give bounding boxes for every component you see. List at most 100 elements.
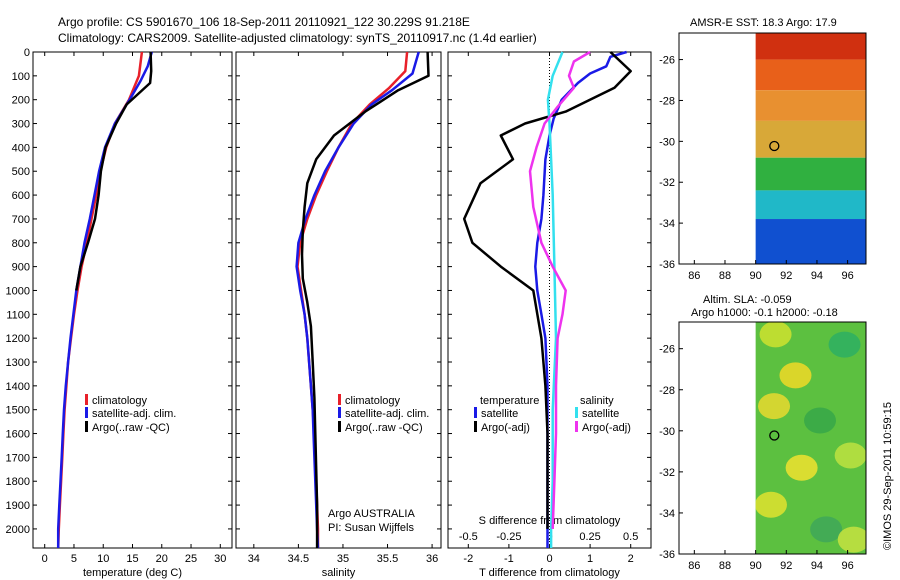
map-frame [678, 32, 867, 265]
y-tick-label: 300 [12, 119, 30, 131]
figure-title-line2: Climatology: CARS2009. Satellite-adjuste… [58, 31, 537, 45]
x-tick-label: 20 [156, 553, 168, 565]
x-tick-label: 35.5 [377, 553, 398, 565]
pi-name-label: PI: Susan Wijffels [328, 522, 414, 534]
sla-blob [810, 516, 843, 543]
sla-blob [785, 454, 818, 481]
y-tick-label: 400 [12, 142, 30, 154]
legend-label-climatology: climatology [345, 395, 401, 407]
figure-title-line1: Argo profile: CS 5901670_106 18-Sep-2011… [58, 15, 470, 29]
legend-swatch-t-satellite [474, 407, 477, 418]
x-tick-label: 34.5 [288, 553, 309, 565]
y-tick-label: 200 [12, 95, 30, 107]
legend-label-argo: Argo(..raw -QC) [92, 422, 170, 434]
legend-label-s-argo: Argo(-adj) [582, 422, 631, 434]
map-lat-label: -28 [659, 95, 675, 107]
map-lat-label: -26 [659, 55, 675, 67]
legend-swatch-argo [338, 421, 341, 432]
sst-map-title: AMSR-E SST: 18.3 Argo: 17.9 [690, 17, 837, 29]
sla-map-title-line1: Altim. SLA: -0.059 [703, 294, 792, 306]
y-tick-label: 2000 [6, 524, 30, 536]
map-lon-label: 94 [811, 560, 823, 572]
plot-frame [32, 51, 233, 549]
sla-blobs [755, 322, 866, 553]
y-tick-label: 500 [12, 166, 30, 178]
map-lon-label: 90 [750, 560, 762, 572]
legend-label-satellite: satellite-adj. clim. [92, 408, 176, 420]
x-tick-label: -2 [463, 553, 473, 565]
x-axis-label: T difference from climatology [479, 567, 620, 579]
x-axis-label: salinity [322, 567, 356, 579]
series-line-t-argo [462, 51, 632, 529]
legend-swatch-t-argo [474, 421, 477, 432]
x2-tick-label: -0.25 [496, 531, 521, 543]
y-tick-label: 1000 [6, 285, 30, 297]
y-tick-label: 700 [12, 214, 30, 226]
x-tick-label: 5 [71, 553, 77, 565]
x-axis-label: temperature (deg C) [83, 567, 182, 579]
map-lon-label: 86 [688, 560, 700, 572]
sst-band [755, 90, 866, 121]
map-lon-label: 88 [719, 270, 731, 282]
map-lon-label: 94 [811, 270, 823, 282]
y-tick-label: 1300 [6, 357, 30, 369]
legend-label-climatology: climatology [92, 395, 148, 407]
x-tick-label: -1 [504, 553, 514, 565]
argo-position-marker [769, 430, 780, 441]
x-tick-label: 36 [426, 553, 438, 565]
x-tick-label: 15 [126, 553, 138, 565]
y-tick-label: 1100 [6, 309, 30, 321]
series-line-s-argo [528, 50, 591, 529]
legend-title-salinity: salinity [580, 395, 614, 407]
legend-swatch-satellite [338, 407, 341, 418]
x2-tick-label: 0.5 [623, 531, 638, 543]
difference-legend: temperature salinity satellite Argo(-adj… [474, 395, 631, 434]
y-tick-label: 1800 [6, 476, 30, 488]
series-line-argo [75, 51, 153, 291]
sla-map: -26 -28 -30 -32 -34 -36 86 88 90 92 94 96 [659, 321, 867, 572]
map-lat-label: -30 [659, 426, 675, 438]
sla-blob [804, 407, 837, 434]
sla-blob [837, 526, 866, 553]
temperature-panel: 0100200300400500600700800900100011001200… [6, 47, 233, 579]
y-tick-label: 1900 [6, 500, 30, 512]
salinity-legend: climatology satellite-adj. clim. Argo(..… [328, 394, 429, 534]
plot-frame [235, 51, 442, 549]
y-tick-label: 100 [12, 71, 30, 83]
sla-map-title-line2: Argo h1000: -0.1 h2000: -0.18 [691, 307, 838, 319]
x-tick-label: 1 [587, 553, 593, 565]
y-tick-label: 0 [24, 47, 30, 59]
sla-blob [759, 322, 792, 348]
salinity-panel: 34 34.5 35 35.5 36 salinity [235, 51, 442, 579]
sla-blob [758, 393, 791, 420]
map-lat-label: -34 [659, 508, 675, 520]
x-tick-label: 2 [628, 553, 634, 565]
legend-swatch-climatology [338, 394, 341, 405]
imos-timestamp-stamp: ©IMOS 29-Sep-2011 10:59:15 [882, 402, 894, 550]
temperature-legend: climatology satellite-adj. clim. Argo(..… [85, 394, 176, 434]
sla-blob [779, 362, 812, 389]
map-lat-label: -32 [659, 177, 675, 189]
y-tick-label: 800 [12, 238, 30, 250]
y-tick-label: 1200 [6, 333, 30, 345]
sst-band [755, 157, 866, 191]
sla-blob [834, 442, 866, 469]
sst-band [755, 190, 866, 220]
y-tick-label: 1400 [6, 381, 30, 393]
legend-label-t-argo: Argo(-adj) [481, 422, 530, 434]
map-lon-label: 86 [688, 270, 700, 282]
y-tick-label: 1700 [6, 452, 30, 464]
map-lon-label: 88 [719, 560, 731, 572]
argo-program-label: Argo AUSTRALIA [328, 508, 415, 520]
x-tick-label: 25 [185, 553, 197, 565]
legend-label-argo: Argo(..raw -QC) [345, 422, 423, 434]
x-tick-label: 34 [248, 553, 260, 565]
map-lon-label: 92 [780, 270, 792, 282]
map-lat-label: -36 [659, 549, 675, 561]
legend-swatch-climatology [85, 394, 88, 405]
sla-blob [755, 491, 787, 518]
sst-band [755, 33, 866, 60]
legend-swatch-s-satellite [575, 407, 578, 418]
